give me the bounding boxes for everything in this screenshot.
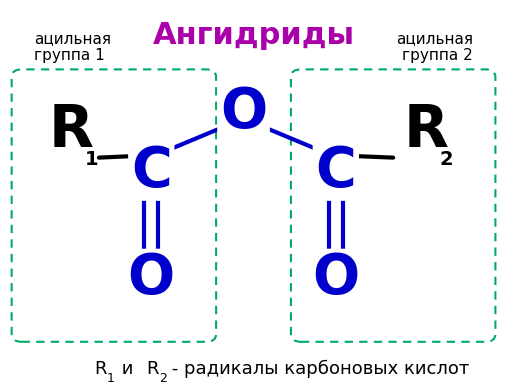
Text: O: O [128, 252, 175, 305]
Text: Ангидриды: Ангидриды [153, 22, 355, 51]
Text: ацильная
группа 2: ацильная группа 2 [396, 31, 473, 64]
Text: R: R [403, 102, 448, 159]
Text: и: и [117, 359, 139, 377]
Text: 1: 1 [85, 150, 98, 169]
Text: C: C [131, 144, 172, 198]
Text: O: O [220, 85, 267, 139]
Text: 2: 2 [439, 150, 453, 169]
Text: 2: 2 [159, 372, 167, 385]
Text: R: R [94, 359, 106, 377]
Text: - радикалы карбоновых кислот: - радикалы карбоновых кислот [167, 359, 470, 378]
Text: O: O [312, 252, 360, 305]
Text: C: C [315, 144, 356, 198]
Text: 1: 1 [106, 372, 114, 385]
Text: ацильная
группа 1: ацильная группа 1 [34, 31, 111, 64]
Text: R: R [146, 359, 159, 377]
Text: R: R [49, 102, 94, 159]
